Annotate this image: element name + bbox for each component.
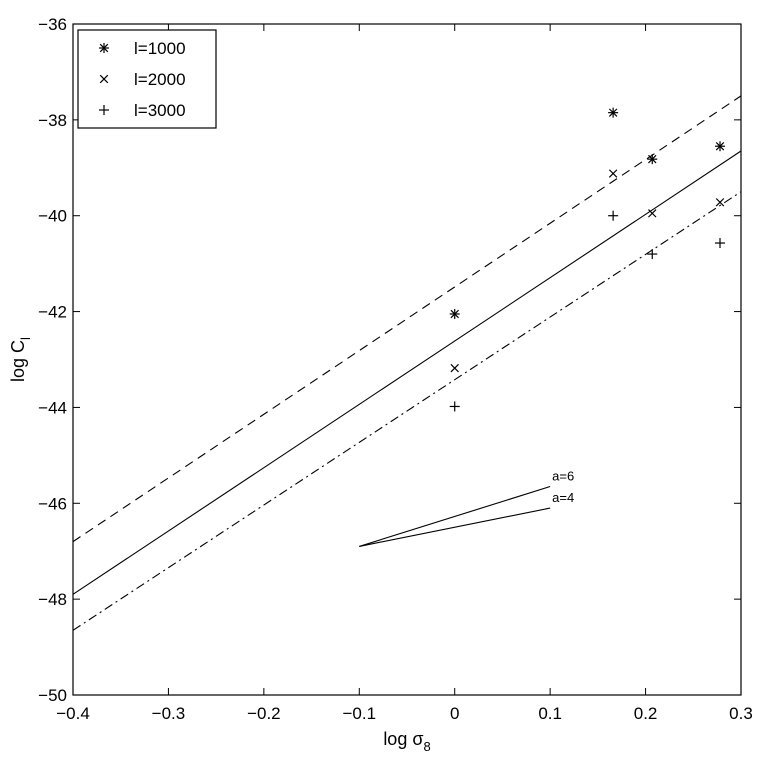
- legend: l=1000 l=2000 l=3000: [77, 29, 217, 129]
- data-point-asterisk: [647, 154, 658, 165]
- x-tick-label: −0.2: [247, 704, 281, 723]
- y-tick-label: −46: [38, 494, 67, 513]
- data-point-asterisk: [715, 141, 726, 152]
- y-tick-label: −36: [38, 15, 67, 34]
- x-tick-label: 0.1: [538, 704, 562, 723]
- data-point-plus: [608, 210, 619, 221]
- data-point-x: [715, 198, 725, 207]
- data-point-plus: [715, 238, 726, 249]
- legend-marker-x: [99, 74, 109, 84]
- data-point-asterisk: [449, 308, 460, 319]
- data-point-x: [648, 209, 657, 218]
- legend-marker-plus: [99, 105, 109, 115]
- slope-reference-line: [359, 485, 551, 547]
- x-tick-label: −0.4: [56, 704, 90, 723]
- y-axis-label: log Cl: [8, 337, 33, 382]
- legend-label: l=2000: [134, 70, 186, 89]
- x-axis-label: log σ8: [383, 729, 430, 754]
- slope-label: a=6: [552, 469, 574, 484]
- y-tick-label: −42: [38, 303, 67, 322]
- plot-frame: [72, 23, 742, 696]
- x-tick-label: 0.3: [729, 704, 753, 723]
- legend-label: l=3000: [134, 101, 186, 120]
- legend-box: [77, 29, 217, 129]
- y-tick-label: −50: [38, 686, 67, 705]
- fit-line-dashdot: [72, 191, 742, 631]
- legend-marker-asterisk: [99, 43, 109, 53]
- x-tick-label: −0.3: [152, 704, 186, 723]
- y-tick-label: −40: [38, 207, 67, 226]
- slope-reference-line: [359, 507, 551, 547]
- y-tick-label: −44: [38, 398, 67, 417]
- data-point-x: [608, 169, 618, 178]
- legend-label: l=1000: [134, 39, 186, 58]
- x-tick-label: 0.2: [634, 704, 658, 723]
- y-tick-label: −38: [38, 111, 67, 130]
- y-tick-label: −48: [38, 590, 67, 609]
- x-tick-label: −0.1: [343, 704, 377, 723]
- data-point-plus: [647, 249, 658, 260]
- data-point-plus: [449, 401, 460, 412]
- x-tick-label: 0: [450, 704, 459, 723]
- data-point-x: [450, 363, 459, 373]
- slope-label: a=4: [552, 490, 574, 505]
- fit-line-solid: [72, 150, 742, 595]
- data-point-asterisk: [608, 107, 619, 118]
